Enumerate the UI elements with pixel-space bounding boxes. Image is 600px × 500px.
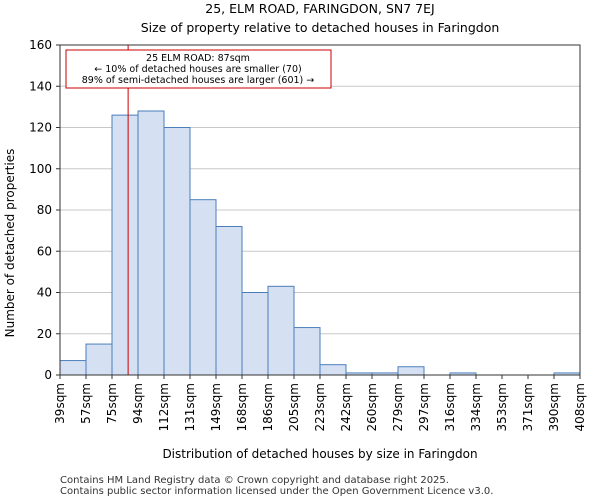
x-tick-label: 223sqm — [313, 383, 327, 431]
bars — [59, 110, 581, 376]
bar-186sqm — [267, 285, 295, 376]
annotation-line3: 89% of semi-detached houses are larger (… — [82, 75, 315, 86]
x-axis-label: Distribution of detached houses by size … — [162, 447, 477, 461]
annotation-frame — [65, 49, 332, 89]
bar-149sqm — [215, 226, 243, 376]
bar-168sqm — [241, 292, 269, 376]
chart-title-line1: 25, ELM ROAD, FARINGDON, SN7 7EJ — [205, 1, 434, 16]
annotation-box: 25 ELM ROAD: 87sqm ← 10% of detached hou… — [65, 49, 332, 89]
bar-223sqm — [319, 364, 347, 376]
x-tick-label: 112sqm — [157, 383, 171, 431]
y-tick-label: 40 — [37, 286, 52, 300]
bar-131sqm — [189, 199, 217, 376]
y-axis-ticks: 0 20 40 60 80 100 120 140 160 — [29, 38, 60, 382]
bar-279sqm — [397, 366, 425, 376]
x-tick-label: 316sqm — [443, 383, 457, 431]
annotation-line1: 25 ELM ROAD: 87sqm — [146, 53, 250, 64]
x-tick-label: 168sqm — [235, 383, 249, 431]
x-tick-label: 390sqm — [547, 383, 561, 431]
y-tick-label: 60 — [37, 244, 52, 258]
x-tick-label: 205sqm — [287, 383, 301, 431]
chart-title-line2: Size of property relative to detached ho… — [141, 20, 500, 35]
bar-205sqm — [293, 327, 321, 376]
annotation-line2: ← 10% of detached houses are smaller (70… — [94, 64, 301, 75]
bar-112sqm — [163, 127, 191, 376]
x-tick-label: 149sqm — [209, 383, 223, 431]
y-tick-label: 100 — [29, 162, 52, 176]
y-tick-label: 80 — [37, 203, 52, 217]
bar-75sqm — [111, 114, 139, 376]
bar-57sqm — [85, 343, 113, 376]
y-axis-label: Number of detached properties — [3, 149, 17, 338]
y-tick-label: 160 — [29, 38, 52, 52]
x-tick-label: 260sqm — [365, 383, 379, 431]
x-tick-label: 94sqm — [131, 383, 145, 424]
x-axis-ticks: 39sqm 57sqm 75sqm 94sqm 112sqm 131sqm 149sqm 16… — [53, 375, 587, 431]
x-tick-label: 39sqm — [53, 383, 67, 424]
x-tick-label: 297sqm — [417, 383, 431, 431]
y-tick-label: 140 — [29, 79, 52, 93]
x-tick-label: 353sqm — [495, 383, 509, 431]
y-tick-label: 120 — [29, 121, 52, 135]
x-tick-label: 131sqm — [183, 383, 197, 431]
x-tick-label: 279sqm — [391, 383, 405, 431]
y-tick-label: 0 — [44, 368, 52, 382]
x-tick-label: 186sqm — [261, 383, 275, 431]
bar-39sqm — [59, 360, 87, 376]
x-tick-label: 57sqm — [79, 383, 93, 424]
footer-line2: Contains public sector information licen… — [60, 486, 493, 497]
x-tick-label: 75sqm — [105, 383, 119, 424]
x-tick-label: 334sqm — [469, 383, 483, 431]
y-tick-label: 20 — [37, 327, 52, 341]
x-tick-label: 408sqm — [573, 383, 587, 431]
footer-line1: Contains HM Land Registry data © Crown c… — [60, 475, 449, 486]
bar-94sqm — [137, 110, 165, 376]
x-tick-label: 242sqm — [339, 383, 353, 431]
x-tick-label: 371sqm — [521, 383, 535, 431]
